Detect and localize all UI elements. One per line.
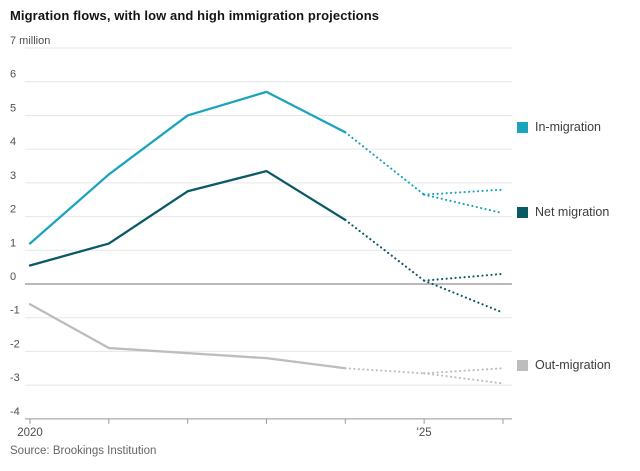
x-tick-label: 2020 xyxy=(17,427,43,439)
y-tick-label: 6 xyxy=(10,69,16,81)
series-line-out-migration-projection-high xyxy=(423,367,505,375)
source-note: Source: Brookings Institution xyxy=(10,445,157,457)
y-tick-label: 7 million xyxy=(10,35,50,47)
series-line-out-migration-observed xyxy=(28,303,347,370)
y-tick-label: 3 xyxy=(10,170,16,182)
series-line-net-migration-projection-high xyxy=(423,272,505,282)
series-line-in-migration-projection-low xyxy=(423,193,505,215)
series-line-net-migration-projection-base xyxy=(344,218,426,282)
net-migration-swatch-icon xyxy=(517,206,528,218)
legend-item-in-migration: In-migration xyxy=(517,120,601,134)
legend-item-out-migration: Out-migration xyxy=(517,358,611,372)
legend-label: In-migration xyxy=(535,120,601,134)
legend-label: Net migration xyxy=(535,205,610,219)
series-line-in-migration-projection-high xyxy=(423,188,505,196)
x-tick-label: '25 xyxy=(417,427,432,439)
y-tick-label: 0 xyxy=(10,271,16,283)
series-line-out-migration-projection-low xyxy=(423,372,505,385)
y-tick-label: 2 xyxy=(10,204,16,216)
y-tick-label: -4 xyxy=(10,406,20,418)
y-tick-label: 5 xyxy=(10,102,16,114)
legend-item-net-migration: Net migration xyxy=(517,205,609,219)
out-migration-swatch-icon xyxy=(517,359,528,371)
y-tick-label: -2 xyxy=(10,338,20,350)
series-line-net-migration-observed xyxy=(28,169,347,267)
y-tick-label: -3 xyxy=(10,372,20,384)
legend-label: Out-migration xyxy=(535,358,611,372)
series-line-in-migration-observed xyxy=(28,90,347,245)
chart-title: Migration flows, with low and high immig… xyxy=(10,8,380,23)
y-tick-label: 1 xyxy=(10,237,16,249)
y-tick-label: -1 xyxy=(10,305,20,317)
y-tick-label: 4 xyxy=(10,136,16,148)
series-line-in-migration-projection-base xyxy=(344,131,426,196)
series-line-net-migration-projection-low xyxy=(423,279,505,314)
in-migration-swatch-icon xyxy=(517,121,528,133)
series-line-out-migration-projection-base xyxy=(344,367,426,375)
